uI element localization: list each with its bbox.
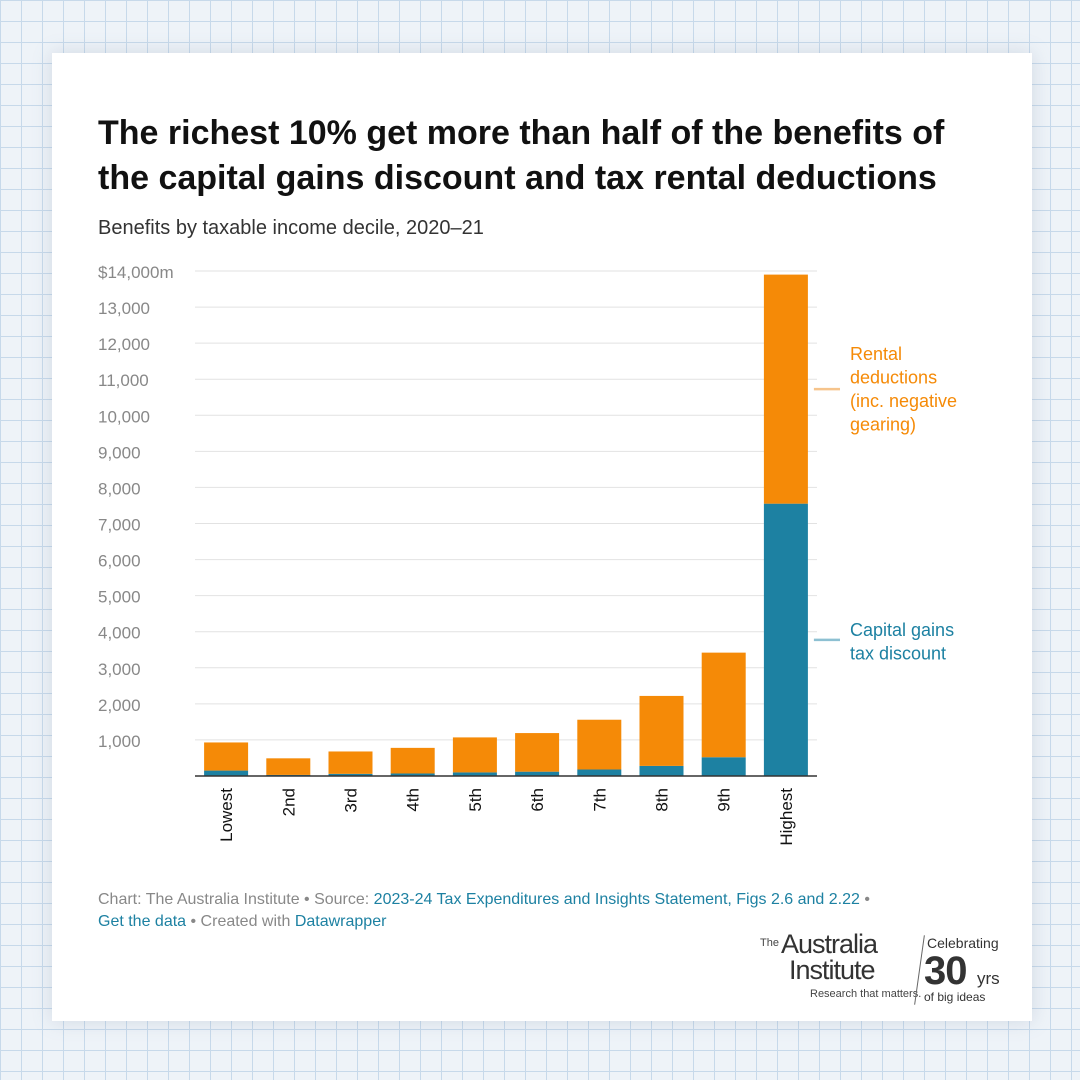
bar-4th-rental — [390, 747, 435, 774]
bar-lowest-rental — [204, 742, 249, 771]
logo-tagline: Research that matters. — [810, 988, 922, 1000]
logo-celebrating: Celebrating — [927, 935, 999, 951]
ytick-label-12000: 12,000 — [98, 335, 150, 354]
footer-created: • Created with — [186, 913, 295, 930]
ytick-label-11000: 11,000 — [98, 371, 149, 390]
logo-australia: Australia — [781, 929, 878, 959]
rental-series-label-line-2: deductions — [850, 367, 937, 387]
ytick-label-5000: 5,000 — [98, 588, 141, 607]
chart-card: The richest 10% get more than half of th… — [52, 53, 1032, 1021]
ytick-label-14000: $14,000m — [98, 263, 174, 282]
datawrapper-link[interactable]: Datawrapper — [294, 913, 387, 930]
ytick-label-10000: 10,000 — [98, 407, 150, 426]
ytick-label-8000: 8,000 — [98, 479, 141, 498]
bar-3rd-capital-gains — [328, 773, 373, 776]
bar-3rd-rental — [328, 751, 373, 774]
ytick-label-13000: 13,000 — [98, 299, 150, 318]
australia-institute-logo: The Australia Institute Research that ma… — [756, 929, 1006, 1009]
logo-30: 30 — [924, 949, 967, 993]
bar-5th-capital-gains — [452, 772, 497, 776]
logo-the: The — [760, 937, 779, 949]
stacked-bar-chart: 1,000 2,000 3,000 4,000 5,000 6,000 7,000 8,000… — [98, 263, 957, 846]
xtick-label-2nd: 2nd — [279, 788, 298, 816]
ytick-label-7000: 7,000 — [98, 516, 141, 535]
ytick-label-3000: 3,000 — [98, 660, 141, 679]
chart-footer: Chart: The Australia Institute • Source:… — [98, 889, 978, 933]
rental-series-label-line-4: gearing) — [850, 414, 916, 434]
bar-5th-rental — [452, 737, 497, 773]
bar-6th-rental — [515, 733, 560, 772]
chart-title: The richest 10% get more than half of th… — [98, 114, 945, 197]
logo-yrs: yrs — [977, 969, 1000, 988]
xtick-label-3rd: 3rd — [342, 788, 361, 813]
bar-4th-capital-gains — [390, 773, 435, 776]
bar-7th-rental — [577, 719, 622, 770]
logo-institute: Institute — [789, 955, 876, 985]
footer-separator: • — [859, 891, 870, 908]
bar-7th-capital-gains — [577, 769, 622, 776]
chart-subtitle: Benefits by taxable income decile, 2020–… — [98, 217, 484, 239]
bar-8th-capital-gains — [639, 765, 684, 776]
capital-gains-series-label-line-2: tax discount — [850, 644, 946, 664]
xtick-label-4th: 4th — [404, 788, 423, 812]
rental-series-label-line-3: (inc. negative — [850, 391, 957, 411]
xtick-label-8th: 8th — [653, 788, 672, 812]
bar-lowest-capital-gains — [204, 770, 249, 776]
rental-series-label-line-1: Rental — [850, 344, 902, 364]
bar-highest-capital-gains — [763, 503, 808, 776]
bar-9th-capital-gains — [701, 757, 746, 776]
logo-big-ideas: of big ideas — [924, 990, 986, 1004]
xtick-label-6th: 6th — [528, 788, 547, 812]
ytick-label-2000: 2,000 — [98, 696, 141, 715]
bar-9th-rental — [701, 652, 746, 758]
bar-highest-rental — [763, 274, 808, 504]
xtick-label-lowest: Lowest — [217, 788, 236, 842]
xtick-label-highest: Highest — [777, 788, 796, 846]
xtick-label-9th: 9th — [715, 788, 734, 812]
ytick-label-1000: 1,000 — [98, 732, 141, 751]
xtick-label-5th: 5th — [466, 788, 485, 812]
get-data-link[interactable]: Get the data — [98, 913, 187, 930]
source-link[interactable]: 2023-24 Tax Expenditures and Insights St… — [373, 891, 860, 908]
ytick-label-4000: 4,000 — [98, 624, 141, 643]
ytick-label-9000: 9,000 — [98, 443, 141, 462]
ytick-label-6000: 6,000 — [98, 552, 141, 571]
capital-gains-series-label-line-1: Capital gains — [850, 620, 954, 640]
bar-6th-capital-gains — [515, 771, 560, 776]
bar-2nd-rental — [266, 758, 311, 775]
bar-8th-rental — [639, 695, 684, 766]
xtick-label-7th: 7th — [590, 788, 609, 812]
footer-credit: Chart: The Australia Institute • Source: — [98, 891, 374, 908]
